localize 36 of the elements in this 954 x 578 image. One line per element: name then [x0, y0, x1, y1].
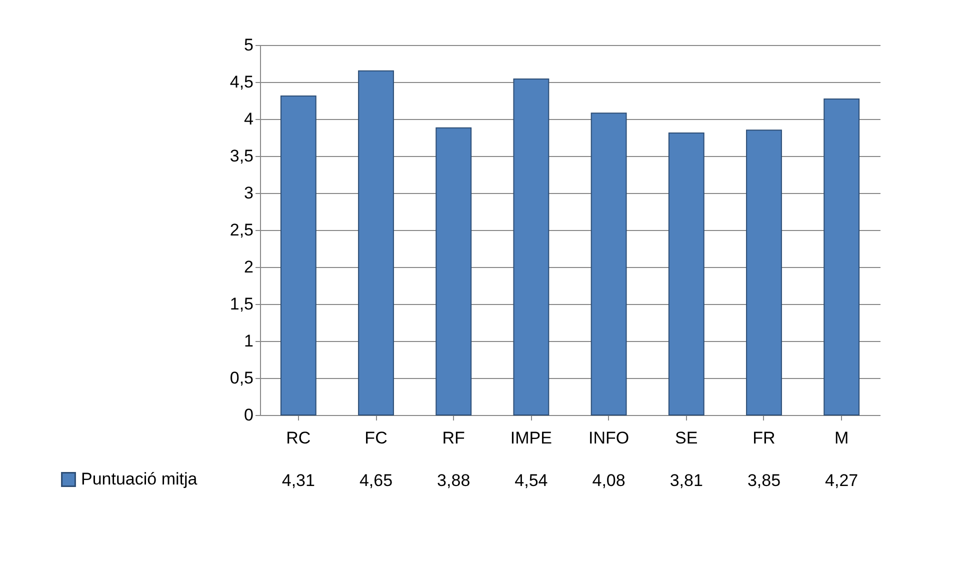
data-label: 4,31 — [282, 471, 315, 490]
y-tick-label: 0,5 — [230, 368, 254, 388]
x-tick-label: INFO — [588, 428, 630, 448]
y-tick-label: 1,5 — [230, 294, 254, 314]
y-tick-label: 5 — [244, 36, 254, 54]
x-tick-label: RC — [286, 428, 311, 448]
data-label: 3,81 — [670, 471, 703, 490]
y-tick-label: 4 — [244, 110, 254, 128]
data-label: 3,85 — [747, 471, 781, 490]
y-tick-label: 2 — [244, 258, 254, 276]
x-tick-label: FR — [752, 428, 776, 448]
data-label: 3,88 — [437, 471, 470, 490]
bar — [668, 132, 704, 416]
bar — [436, 127, 472, 416]
bar — [746, 130, 782, 416]
x-tick-label: IMPE — [510, 428, 552, 448]
bar — [280, 96, 316, 416]
legend-label: Puntuació mitja — [81, 470, 198, 488]
y-tick-label: 3 — [244, 184, 254, 202]
bar — [513, 78, 550, 416]
bar — [590, 112, 627, 416]
bar — [824, 98, 860, 416]
x-tick-label: RF — [442, 428, 465, 448]
y-tick-label: 3,5 — [230, 146, 254, 166]
data-label: 4,65 — [359, 471, 393, 490]
y-tick-label: 2,5 — [230, 220, 254, 240]
y-tick-label: 1 — [244, 332, 254, 350]
data-label: 4,27 — [825, 471, 858, 490]
x-tick-label: FC — [364, 428, 388, 448]
y-tick-label: 4,5 — [230, 72, 254, 92]
y-tick-label: 0 — [244, 406, 254, 424]
x-tick-label: M — [834, 428, 849, 448]
bar — [358, 70, 394, 416]
data-label: 4,54 — [514, 471, 548, 490]
data-label: 4,08 — [592, 471, 626, 490]
x-tick-label: SE — [675, 428, 698, 448]
